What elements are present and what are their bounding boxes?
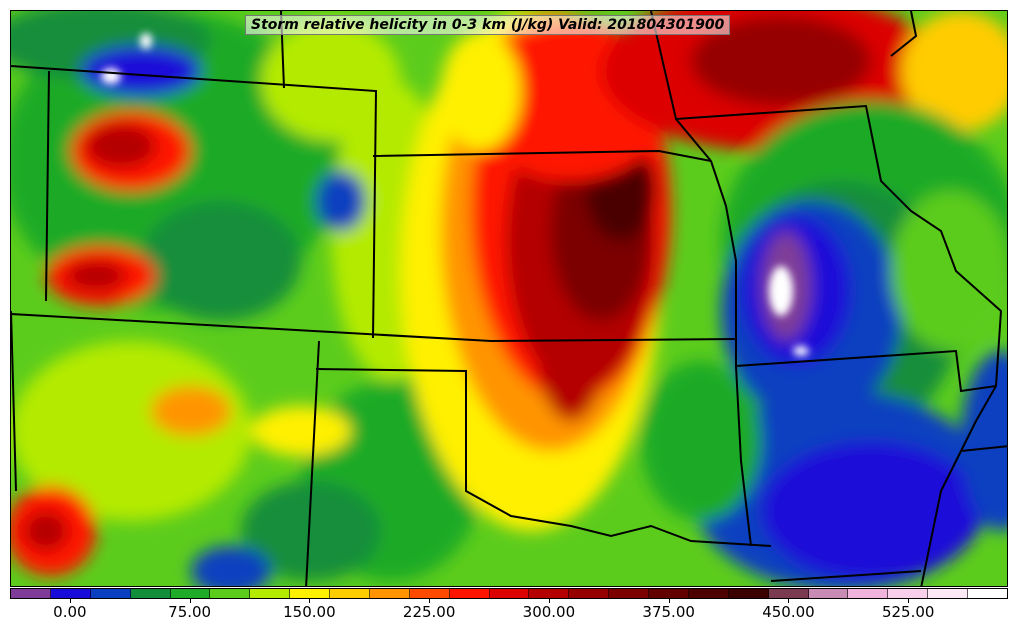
colorbar-tick-label: 0.00 [53,603,87,621]
colorbar-tick-label: 525.00 [881,603,935,621]
colorbar [10,588,1008,599]
colorbar-segment [290,589,330,598]
colorbar-segment [330,589,370,598]
colorbar-segment [768,589,809,598]
helicity-maxima [101,33,809,356]
colorbar-segment [11,589,51,598]
colorbar-segment [649,589,689,598]
colorbar-segment [409,589,450,598]
colorbar-segment [50,589,91,598]
helicity-contours [11,11,1007,586]
helicity-map [10,10,1008,587]
colorbar-tick-mark [309,599,311,603]
colorbar-segment [449,589,490,598]
colorbar-segment [728,589,769,598]
colorbar-tick-label: 225.00 [402,603,456,621]
colorbar-tick-mark [429,599,431,603]
colorbar-tick-mark [548,599,550,603]
colorbar-segment [968,589,1007,598]
map-canvas [11,11,1007,586]
colorbar-tick-mark [788,599,790,603]
colorbar-segment [609,589,649,598]
colorbar-segment [808,589,849,598]
colorbar-segment [848,589,889,598]
colorbar-tick-label: 75.00 [168,603,212,621]
colorbar-segment [688,589,729,598]
colorbar-tick-label: 375.00 [642,603,695,621]
colorbar-tick-mark [908,599,910,603]
colorbar-tick-mark [668,599,670,603]
colorbar-tick-mark [189,599,191,603]
state-boundaries [11,11,1007,586]
colorbar-segment [170,589,211,598]
colorbar-segment [210,589,251,598]
colorbar-segment [888,589,929,598]
colorbar-tick-label: 150.00 [283,603,336,621]
map-title: Storm relative helicity in 0-3 km (J/kg)… [245,15,731,35]
colorbar-segment [529,589,570,598]
colorbar-ticks: 0.00 75.00 150.00 225.00 300.00 375.00 450.00 5… [10,599,1008,629]
colorbar-tick-mark [69,599,71,603]
colorbar-segment [250,589,291,598]
colorbar-tick-label: 450.00 [762,603,815,621]
colorbar-segment [369,589,410,598]
colorbar-segment [489,589,530,598]
colorbar-segment [569,589,610,598]
colorbar-segment [928,589,968,598]
colorbar-tick-label: 300.00 [522,603,576,621]
colorbar-segment [90,589,131,598]
colorbar-segment [130,589,171,598]
